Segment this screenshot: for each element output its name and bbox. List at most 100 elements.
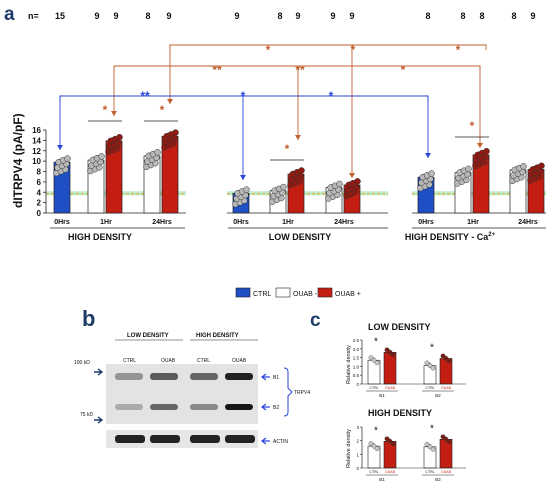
blot-band-b1 bbox=[150, 373, 178, 380]
sub-data-point bbox=[374, 360, 380, 366]
y-tick-label: 1 bbox=[356, 452, 359, 457]
actin-membrane bbox=[106, 430, 258, 448]
legend-label-ouab-minus: OUAB - bbox=[293, 291, 318, 298]
western-blot: LOW DENSITY HIGH DENSITY CTRL OUAB CTRL … bbox=[74, 333, 310, 448]
blot-lane-2: OUAB bbox=[161, 358, 176, 364]
data-point bbox=[483, 148, 490, 155]
blot-band-b2 bbox=[225, 404, 253, 410]
sub-x-tick-label: B2 bbox=[435, 477, 441, 482]
n-count: 9 bbox=[113, 11, 118, 21]
arrow-orange-head bbox=[477, 143, 483, 148]
sub-data-point bbox=[446, 439, 452, 445]
data-point bbox=[243, 186, 250, 193]
group-label-high-density-ca: HIGH DENSITY - Ca2+ bbox=[405, 232, 496, 242]
blot-band-b2 bbox=[150, 404, 178, 410]
mw-75-arrow-icon bbox=[94, 416, 104, 424]
arrow-orange-head bbox=[111, 111, 117, 116]
data-point bbox=[520, 163, 527, 170]
trpv4-label: TRPV4 bbox=[294, 390, 310, 396]
significance-star: * bbox=[374, 336, 378, 347]
y-tick-label: 16 bbox=[32, 126, 41, 135]
b1-label: B1 bbox=[273, 375, 279, 381]
significance-star: * bbox=[430, 342, 434, 353]
blot-band-b1 bbox=[225, 373, 253, 380]
x-tick-label: 1Hr bbox=[467, 219, 479, 226]
significance-star: * bbox=[329, 89, 334, 103]
data-point bbox=[64, 155, 71, 162]
group-label-high-density: HIGH DENSITY bbox=[68, 232, 132, 242]
bracket-orange-top bbox=[169, 44, 487, 50]
blot-band-b2 bbox=[115, 404, 143, 410]
n-label: n= bbox=[28, 11, 39, 21]
legend-swatch-ouab-plus bbox=[317, 287, 333, 298]
significance-star: ** bbox=[140, 89, 150, 103]
sub-series-label: OUAB bbox=[385, 386, 396, 390]
sub-data-point bbox=[374, 446, 380, 452]
n-count: 9 bbox=[94, 11, 99, 21]
mw-75-label: 75 kD bbox=[80, 412, 93, 418]
significance-star: ** bbox=[295, 63, 305, 77]
y-tick-label: 3 bbox=[356, 425, 359, 430]
sub-data-point bbox=[390, 441, 396, 447]
significance-arrows: **************** bbox=[57, 43, 489, 180]
sub-data-point bbox=[430, 365, 436, 371]
b1-arrow-icon bbox=[261, 373, 270, 381]
significance-star: * bbox=[430, 423, 434, 434]
x-tick-label: 0Hrs bbox=[54, 219, 70, 226]
data-point bbox=[354, 178, 361, 185]
y-tick-label: 2 bbox=[356, 439, 359, 444]
actin-label: ACTIN bbox=[273, 439, 288, 445]
sub-y-axis-label: Relative density bbox=[346, 345, 352, 384]
sub-series-label: CTRL bbox=[425, 386, 434, 390]
y-tick-label: 0 bbox=[37, 209, 42, 218]
sub-chart-high-title: HIGH DENSITY bbox=[368, 408, 432, 418]
significance-star: * bbox=[266, 43, 271, 57]
y-tick-label: 8 bbox=[37, 168, 42, 177]
actin-arrow-icon bbox=[261, 437, 270, 445]
y-tick-label: 10 bbox=[32, 157, 41, 166]
sub-data-point bbox=[430, 446, 436, 452]
arrow-blue-head bbox=[425, 153, 431, 158]
significance-star: * bbox=[401, 63, 406, 77]
mw-100-arrow-icon bbox=[94, 368, 104, 376]
significance-star: * bbox=[374, 425, 378, 436]
data-point bbox=[98, 153, 105, 160]
n-count: 9 bbox=[234, 11, 239, 21]
data-point bbox=[428, 170, 435, 177]
data-point bbox=[465, 165, 472, 173]
x-tick-label: 24Hrs bbox=[152, 219, 172, 226]
x-tick-label: 0Hrs bbox=[233, 219, 249, 226]
legend: CTRL OUAB - OUAB + bbox=[235, 287, 361, 298]
data-point bbox=[154, 149, 161, 156]
legend-label-ouab-plus: OUAB + bbox=[335, 291, 361, 298]
y-tick-label: 14 bbox=[32, 136, 41, 145]
data-points bbox=[53, 129, 545, 208]
data-point bbox=[336, 180, 343, 188]
y-tick-label: 1.5 bbox=[353, 356, 360, 361]
n-count: 8 bbox=[511, 11, 516, 21]
sub-chart-low-title: LOW DENSITY bbox=[368, 322, 431, 332]
n-count: 9 bbox=[166, 11, 171, 21]
y-tick-label: 0 bbox=[356, 466, 359, 471]
sub-data-point bbox=[446, 358, 452, 364]
x-tick-label: 1Hr bbox=[282, 219, 294, 226]
mw-100-label: 100 kD bbox=[74, 360, 90, 366]
b2-arrow-icon bbox=[261, 403, 270, 411]
sub-y-axis-label: Relative density bbox=[346, 429, 352, 468]
blot-low-density-label: LOW DENSITY bbox=[127, 333, 169, 339]
y-tick-label: 1.0 bbox=[353, 364, 360, 369]
blot-band-b1 bbox=[115, 373, 143, 380]
significance-star: * bbox=[103, 103, 108, 117]
blot-band-actin bbox=[225, 435, 255, 443]
n-counts: 15 9 9 8 9 9 8 9 9 9 8 8 8 8 9 bbox=[55, 11, 536, 21]
sub-series-label: OUAB bbox=[441, 470, 452, 474]
sub-x-tick-label: B2 bbox=[435, 393, 441, 398]
panel-letter-b: b bbox=[82, 306, 95, 331]
significance-star: ** bbox=[212, 63, 222, 77]
significance-star: * bbox=[285, 142, 290, 156]
x-tick-label: 1Hr bbox=[100, 219, 112, 226]
blot-lane-4: OUAB bbox=[232, 358, 247, 364]
blot-band-actin bbox=[190, 435, 220, 443]
